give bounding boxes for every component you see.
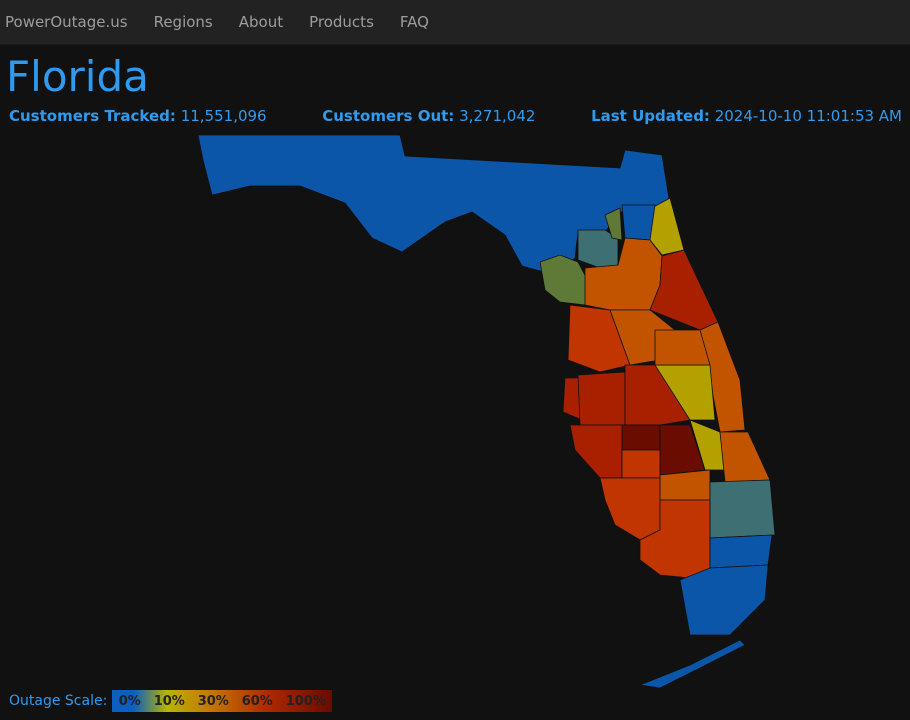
florida-county-map[interactable] (0, 130, 910, 690)
legend-label: Outage Scale: (9, 693, 108, 709)
county-manatee (569, 424, 623, 479)
counties-west-central (567, 304, 631, 373)
county-glades (659, 469, 711, 501)
legend-tick: 60% (241, 693, 273, 709)
counties-east-coast-red (649, 249, 719, 331)
county-palm-beach (709, 479, 776, 539)
legend-tick: 30% (197, 693, 229, 709)
legend-tick: 0% (118, 693, 141, 709)
county-olive (539, 254, 591, 306)
legend-gradient-bar: 0% 10% 30% 60% 100% (112, 690, 333, 712)
county-broward (709, 534, 773, 569)
county-polk (624, 364, 691, 426)
county-desoto (621, 449, 661, 479)
counties[interactable] (197, 134, 776, 689)
stats-bar: Customers Tracked: 11,551,096 Customers … (9, 107, 902, 125)
legend-tick: 10% (153, 693, 185, 709)
brand-link[interactable]: PowerOutage.us (5, 13, 128, 31)
county-charlotte-lee (599, 477, 661, 541)
county-blue-ne (621, 204, 656, 241)
customers-out: Customers Out: 3,271,042 (322, 107, 536, 125)
county-hillsborough (577, 371, 626, 426)
customers-tracked: Customers Tracked: 11,551,096 (9, 107, 267, 125)
outage-scale-legend: Outage Scale: 0% 10% 30% 60% 100% (9, 690, 333, 712)
county-hendry-collier (639, 499, 711, 581)
last-updated: Last Updated: 2024-10-10 11:01:53 AM (591, 107, 902, 125)
nav-about[interactable]: About (238, 13, 284, 31)
nav-faq[interactable]: FAQ (399, 13, 429, 31)
page-title: Florida (6, 52, 149, 101)
top-nav: PowerOutage.us Regions About Products FA… (0, 0, 910, 45)
county-monroe-keys (638, 639, 746, 689)
county-miami-dade (679, 564, 769, 636)
nav-regions[interactable]: Regions (153, 13, 213, 31)
county-hardee (621, 424, 661, 451)
county-indian-river (719, 431, 771, 483)
legend-tick: 100% (285, 693, 326, 709)
nav-products[interactable]: Products (309, 13, 374, 31)
county-olive-small (604, 207, 623, 241)
county-lake (654, 329, 711, 366)
